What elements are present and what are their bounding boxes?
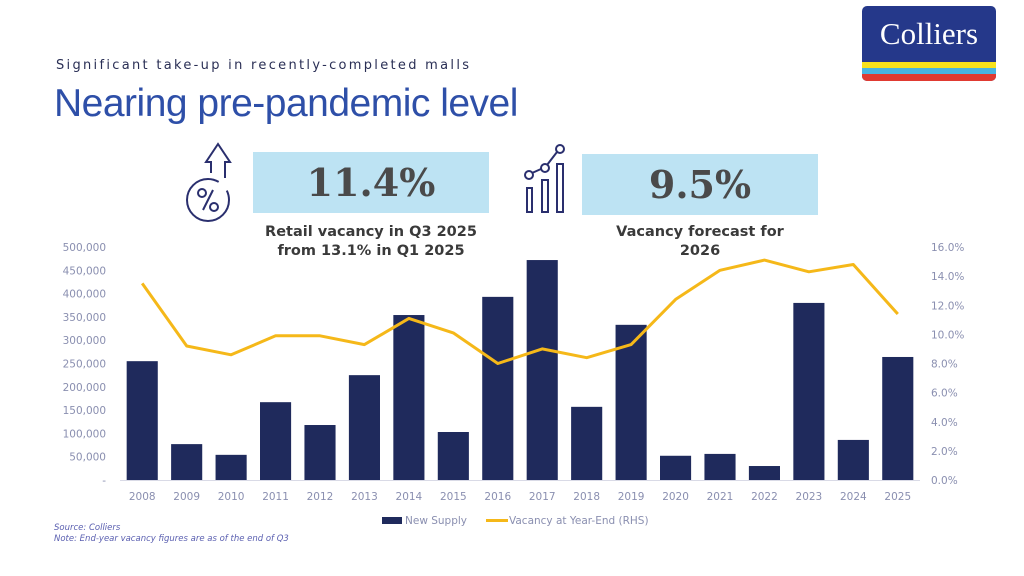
logo-stripe-red xyxy=(862,74,996,81)
legend-label-vacancy: Vacancy at Year-End (RHS) xyxy=(509,515,649,527)
x-axis-tick-label: 2012 xyxy=(307,491,334,503)
bar-new-supply-2014 xyxy=(393,315,425,480)
bar-new-supply-2020 xyxy=(660,455,692,480)
right-axis-tick-label: 16.0% xyxy=(931,242,964,254)
bar-new-supply-2022 xyxy=(748,466,780,480)
bar-new-supply-2015 xyxy=(437,432,469,480)
footnotes: Source: Colliers Note: End-year vacancy … xyxy=(54,523,289,545)
source-note: Source: Colliers xyxy=(54,523,121,533)
left-axis-tick-label: 200,000 xyxy=(63,382,106,394)
kpi-retail-vacancy-value: 11.4% xyxy=(253,152,489,213)
percent-up-icon xyxy=(186,142,232,222)
kpi-caption-line: 2026 xyxy=(679,243,721,259)
left-axis-tick-label: 100,000 xyxy=(63,428,106,440)
kpi-caption-line: Retail vacancy in Q3 2025 xyxy=(265,224,477,240)
x-axis-tick-label: 2019 xyxy=(618,491,645,503)
right-axis-tick-label: 2.0% xyxy=(931,446,958,458)
bar-new-supply-2018 xyxy=(571,406,603,480)
bar-new-supply-2016 xyxy=(482,296,514,480)
left-axis-tick-label: - xyxy=(102,475,106,487)
left-axis-tick-label: 500,000 xyxy=(63,242,106,254)
vacancy-line xyxy=(140,258,899,365)
left-axis-tick-label: 450,000 xyxy=(63,265,106,277)
right-axis-tick-label: 12.0% xyxy=(931,300,964,312)
x-axis-tick-label: 2021 xyxy=(707,491,734,503)
logo-text: Colliers xyxy=(879,16,979,51)
bar-new-supply-2025 xyxy=(882,356,914,480)
colliers-logo: Colliers xyxy=(862,6,996,81)
bar-new-supply-2019 xyxy=(615,324,647,480)
right-axis-tick-label: 0.0% xyxy=(931,475,958,487)
right-axis-tick-label: 6.0% xyxy=(931,388,958,400)
right-axis-tick-label: 4.0% xyxy=(931,417,958,429)
x-axis-tick-label: 2008 xyxy=(129,491,156,503)
x-axis-tick-label: 2020 xyxy=(662,491,689,503)
logo-stripe-blue xyxy=(862,68,996,74)
legend-swatch-new-supply xyxy=(382,517,402,524)
vacancy-note: Note: End-year vacancy figures are as of… xyxy=(54,534,289,544)
x-axis-tick-label: 2010 xyxy=(218,491,245,503)
growth-chart-icon xyxy=(524,144,565,213)
right-axis-tick-label: 8.0% xyxy=(931,359,958,371)
bar-new-supply-2012 xyxy=(304,425,336,480)
bar-new-supply-2013 xyxy=(348,375,380,480)
x-axis-tick-label: 2025 xyxy=(884,491,911,503)
left-axis-tick-label: 150,000 xyxy=(63,405,106,417)
subtitle: Significant take-up in recently-complete… xyxy=(56,58,472,73)
left-axis-tick-label: 350,000 xyxy=(63,312,106,324)
x-axis-tick-label: 2009 xyxy=(173,491,200,503)
left-axis-tick-label: 50,000 xyxy=(69,452,106,464)
bar-new-supply-2010 xyxy=(215,454,247,480)
x-axis-tick-label: 2017 xyxy=(529,491,556,503)
x-axis-tick-label: 2022 xyxy=(751,491,778,503)
x-axis-tick-label: 2013 xyxy=(351,491,378,503)
logo-stripe-yellow xyxy=(862,62,996,68)
legend-label-new-supply: New Supply xyxy=(405,515,467,527)
bar-new-supply-2023 xyxy=(793,302,825,480)
bar-new-supply-2024 xyxy=(837,439,869,480)
x-axis-tick-label: 2011 xyxy=(262,491,289,503)
x-axis-tick-label: 2023 xyxy=(796,491,823,503)
bar-new-supply-2011 xyxy=(260,402,292,480)
kpi-retail-vacancy-caption: Retail vacancy in Q3 2025 from 13.1% in … xyxy=(240,223,502,261)
bar-new-supply-2017 xyxy=(526,260,558,480)
kpi-caption-line: Vacancy forecast for xyxy=(616,224,784,240)
page-title: Nearing pre-pandemic level xyxy=(54,82,518,125)
kpi-forecast-caption: Vacancy forecast for 2026 xyxy=(582,223,818,261)
kpi-forecast-value: 9.5% xyxy=(582,154,818,215)
x-axis-tick-label: 2024 xyxy=(840,491,867,503)
left-axis-tick-label: 250,000 xyxy=(63,359,106,371)
left-axis-tick-label: 400,000 xyxy=(63,289,106,301)
x-axis-tick-label: 2016 xyxy=(484,491,511,503)
bar-new-supply-2009 xyxy=(171,444,203,480)
kpi-caption-line: from 13.1% in Q1 2025 xyxy=(277,243,465,259)
right-axis-tick-label: 10.0% xyxy=(931,329,964,341)
bar-new-supply-2008 xyxy=(126,361,158,480)
x-axis-tick-label: 2018 xyxy=(573,491,600,503)
right-axis-tick-label: 14.0% xyxy=(931,271,964,283)
bar-new-supply-2021 xyxy=(704,453,736,480)
x-axis-tick-label: 2015 xyxy=(440,491,467,503)
left-axis-tick-label: 300,000 xyxy=(63,335,106,347)
x-axis-tick-label: 2014 xyxy=(396,491,423,503)
